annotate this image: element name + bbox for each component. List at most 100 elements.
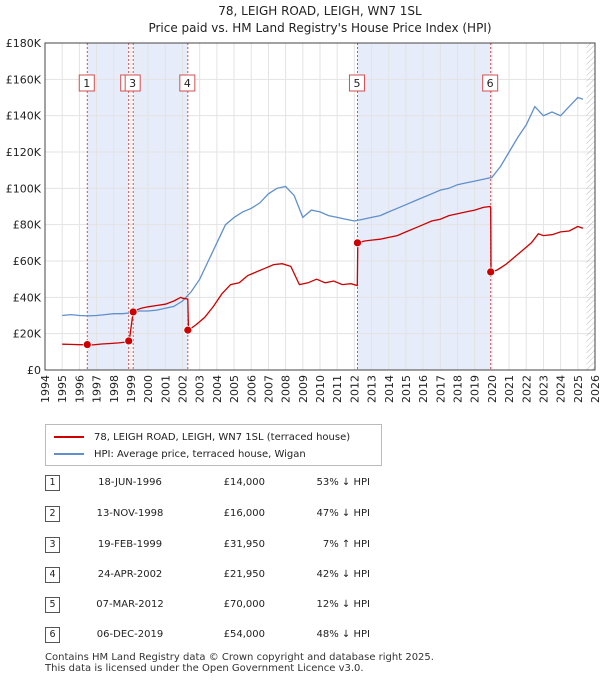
table-row: 5 07-MAR-2012 £70,000 12% ↓ HPI bbox=[45, 595, 585, 615]
x-tick-label: 1998 bbox=[108, 375, 121, 403]
x-tick-label: 2019 bbox=[469, 375, 482, 403]
sale-price: £70,000 bbox=[223, 599, 265, 610]
sale-label-number: 3 bbox=[129, 77, 136, 90]
x-tick-label: 1995 bbox=[56, 375, 69, 403]
y-tick-label: £180K bbox=[6, 37, 42, 50]
x-tick-label: 2014 bbox=[383, 375, 396, 403]
x-tick-label: 2001 bbox=[159, 375, 172, 403]
x-tick-label: 2026 bbox=[589, 375, 600, 403]
price-chart: 78, LEIGH ROAD, LEIGH, WN7 1SL Price pai… bbox=[6, 4, 600, 403]
sale-date: 06-DEC-2019 bbox=[96, 629, 164, 640]
y-tick-label: £100K bbox=[6, 182, 42, 195]
x-tick-label: 2004 bbox=[211, 375, 224, 403]
sale-number: 1 bbox=[45, 475, 60, 491]
sale-date: 07-MAR-2012 bbox=[96, 599, 164, 610]
x-tick-label: 2011 bbox=[331, 375, 344, 403]
footer-licence: This data is licensed under the Open Gov… bbox=[45, 663, 364, 674]
y-tick-label: £0 bbox=[27, 364, 41, 377]
x-tick-label: 2017 bbox=[434, 375, 447, 403]
plot-frame bbox=[44, 42, 596, 371]
x-tick-label: 2018 bbox=[452, 375, 465, 403]
x-tick-label: 2023 bbox=[537, 375, 550, 403]
sale-label-number: 5 bbox=[353, 77, 360, 90]
sale-number: 5 bbox=[45, 597, 60, 613]
legend-hpi-line bbox=[54, 453, 84, 455]
legend-item-house: 78, LEIGH ROAD, LEIGH, WN7 1SL (terraced… bbox=[54, 430, 350, 444]
x-tick-label: 2022 bbox=[520, 375, 533, 403]
sale-price: £16,000 bbox=[223, 508, 265, 519]
y-tick-label: £120K bbox=[6, 146, 42, 159]
sale-label-box bbox=[482, 74, 499, 92]
sale-label-box bbox=[78, 74, 95, 92]
x-tick-label: 2013 bbox=[366, 375, 379, 403]
x-tick-label: 2016 bbox=[417, 375, 430, 403]
sale-label-box bbox=[179, 74, 196, 92]
table-row: 3 19-FEB-1999 £31,950 7% ↑ HPI bbox=[45, 535, 585, 555]
legend-hpi-label: HPI: Average price, terraced house, Wiga… bbox=[94, 448, 306, 460]
sale-hpi-diff: 47% ↓ HPI bbox=[316, 508, 370, 519]
sale-number: 3 bbox=[45, 537, 60, 553]
shaded-range bbox=[133, 43, 188, 370]
y-tick-label: £20K bbox=[13, 328, 42, 341]
table-row: 4 24-APR-2002 £21,950 42% ↓ HPI bbox=[45, 565, 585, 585]
x-tick-label: 2006 bbox=[245, 375, 258, 403]
y-tick-label: £40K bbox=[13, 291, 42, 304]
x-tick-label: 2021 bbox=[503, 375, 516, 403]
sale-hpi-diff: 48% ↓ HPI bbox=[316, 629, 370, 640]
x-tick-label: 2002 bbox=[177, 375, 190, 403]
x-tick-label: 2015 bbox=[400, 375, 413, 403]
sale-hpi-diff: 53% ↓ HPI bbox=[316, 477, 370, 488]
sale-label-number: 4 bbox=[184, 77, 191, 90]
sale-label-number: 6 bbox=[487, 77, 494, 90]
table-row: 2 13-NOV-1998 £16,000 47% ↓ HPI bbox=[45, 504, 585, 524]
footer-copyright: Contains HM Land Registry data © Crown c… bbox=[45, 652, 434, 663]
future-hatch bbox=[586, 43, 595, 370]
sale-date: 19-FEB-1999 bbox=[97, 539, 163, 550]
x-tick-label: 2024 bbox=[555, 375, 568, 403]
sale-hpi-diff: 7% ↑ HPI bbox=[322, 539, 370, 550]
y-tick-label: £80K bbox=[13, 219, 42, 232]
sale-label-box bbox=[348, 74, 365, 92]
sale-price: £54,000 bbox=[223, 629, 265, 640]
x-tick-label: 2025 bbox=[572, 375, 585, 403]
shaded-range bbox=[87, 43, 129, 370]
x-tick-label: 1997 bbox=[91, 375, 104, 403]
sale-label-number: 1 bbox=[83, 77, 90, 90]
x-tick-label: 2000 bbox=[142, 375, 155, 403]
x-tick-label: 1999 bbox=[125, 375, 138, 403]
x-tick-label: 2007 bbox=[262, 375, 275, 403]
sale-hpi-diff: 42% ↓ HPI bbox=[316, 569, 370, 580]
sale-label-box bbox=[124, 74, 141, 92]
x-tick-label: 2020 bbox=[486, 375, 499, 403]
chart-subtitle: Price paid vs. HM Land Registry's House … bbox=[148, 21, 491, 35]
sale-number: 2 bbox=[45, 506, 60, 522]
legend: 78, LEIGH ROAD, LEIGH, WN7 1SL (terraced… bbox=[45, 424, 382, 466]
sale-point bbox=[183, 325, 193, 335]
sale-hpi-diff: 12% ↓ HPI bbox=[316, 599, 370, 610]
x-tick-label: 2010 bbox=[314, 375, 327, 403]
series-line bbox=[62, 96, 584, 317]
sale-point bbox=[486, 267, 496, 277]
sale-date: 13-NOV-1998 bbox=[96, 508, 164, 519]
legend-item-hpi: HPI: Average price, terraced house, Wiga… bbox=[54, 447, 306, 461]
table-row: 1 18-JUN-1996 £14,000 53% ↓ HPI bbox=[45, 473, 585, 493]
sale-price: £31,950 bbox=[223, 539, 265, 550]
y-tick-label: £140K bbox=[6, 110, 42, 123]
x-tick-label: 1996 bbox=[73, 375, 86, 403]
sale-point bbox=[353, 238, 362, 248]
sale-price: £14,000 bbox=[223, 477, 265, 488]
sale-number: 6 bbox=[45, 627, 60, 643]
x-tick-label: 1994 bbox=[39, 375, 52, 403]
legend-house-label: 78, LEIGH ROAD, LEIGH, WN7 1SL (terraced… bbox=[94, 431, 351, 443]
chart-title: 78, LEIGH ROAD, LEIGH, WN7 1SL bbox=[218, 4, 422, 18]
sale-point bbox=[82, 340, 92, 349]
sale-date: 18-JUN-1996 bbox=[98, 477, 162, 488]
x-tick-label: 2003 bbox=[194, 375, 207, 403]
y-tick-label: £60K bbox=[13, 255, 42, 268]
sale-point bbox=[124, 336, 134, 346]
y-tick-label: £160K bbox=[6, 73, 42, 86]
x-tick-label: 2009 bbox=[297, 375, 310, 403]
sale-date: 24-APR-2002 bbox=[97, 569, 163, 580]
footer: Contains HM Land Registry data © Crown c… bbox=[45, 652, 434, 674]
